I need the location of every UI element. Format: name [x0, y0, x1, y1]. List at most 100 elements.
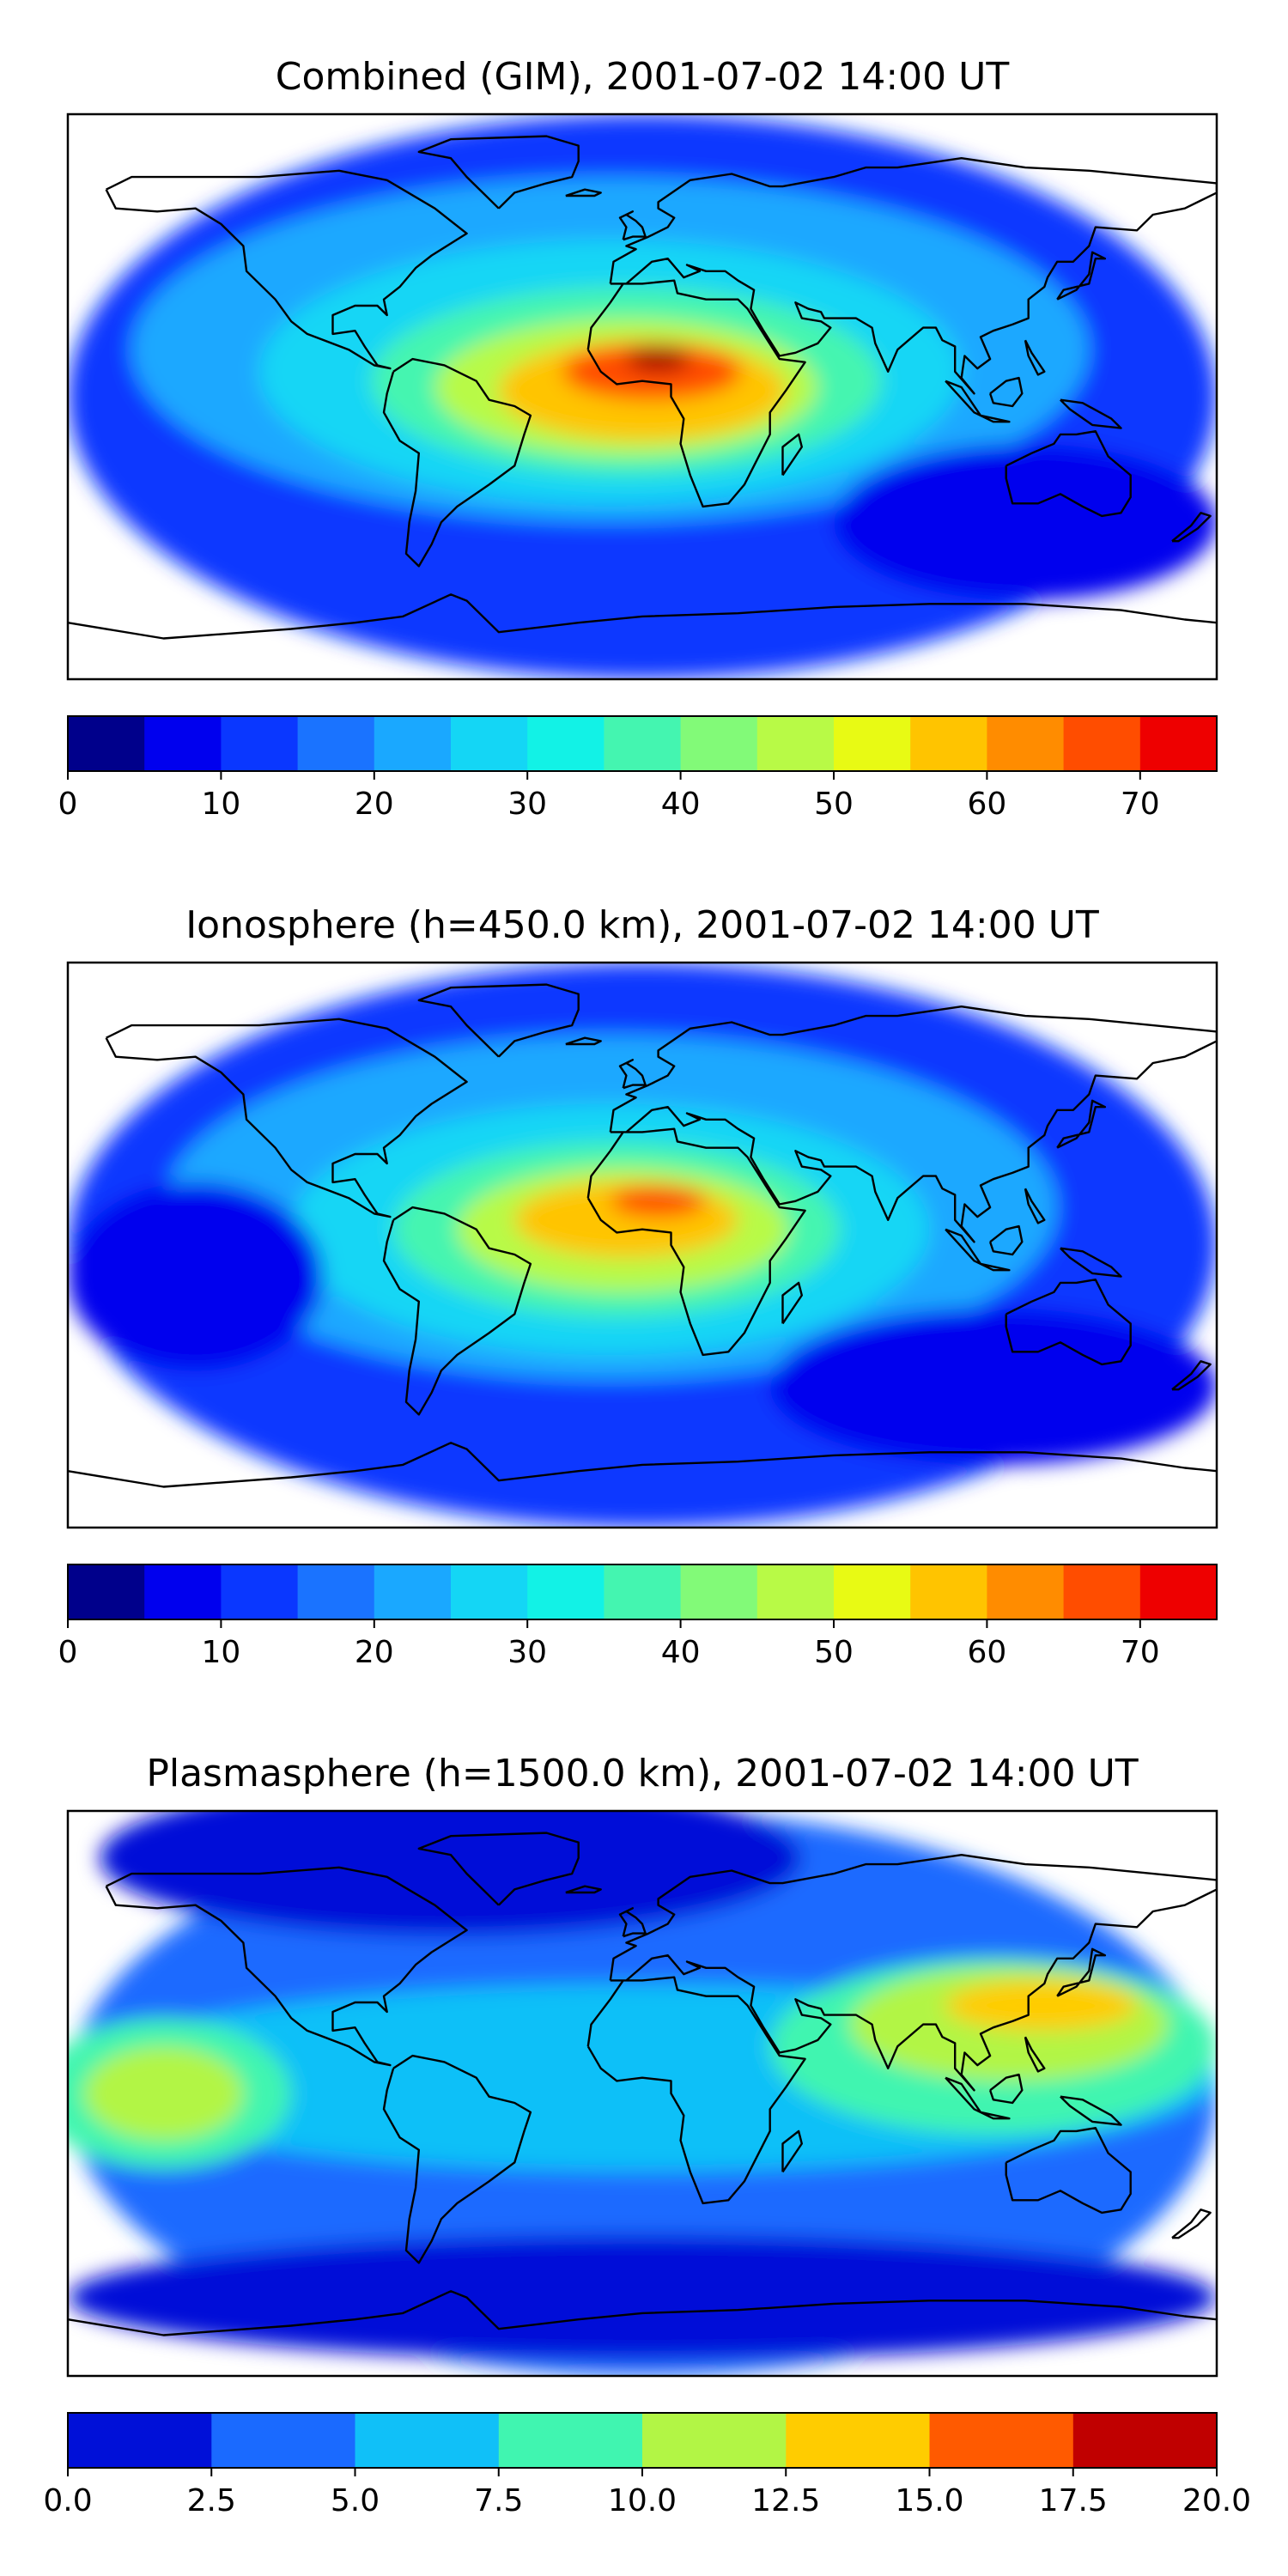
colorbar-swatch [221, 1564, 299, 1619]
colorbar-tick-label: 0.0 [43, 2483, 92, 2518]
colorbar-swatch [834, 716, 911, 771]
colorbar-swatch [987, 716, 1065, 771]
colorbar-swatch [756, 716, 835, 771]
tec-field [68, 114, 1217, 679]
coastline-path [68, 1832, 1217, 2336]
field-east-core [945, 1980, 1138, 2031]
colorbar-swatch [987, 1564, 1065, 1619]
coastline-path [68, 983, 1217, 1488]
colorbar-swatch [144, 1564, 222, 1619]
colorbar-swatch [211, 2413, 356, 2468]
colorbar-tick-label: 17.5 [1039, 2483, 1108, 2518]
colorbar-swatch [910, 716, 987, 771]
colorbar-swatch [527, 716, 605, 771]
panel-title: Plasmasphere (h=1500.0 km), 2001-07-02 1… [146, 1752, 1138, 1795]
colorbar-swatch [834, 1564, 911, 1619]
colorbar-swatch [498, 2413, 643, 2468]
colorbar-swatch [786, 2413, 931, 2468]
coastline-path [68, 135, 1217, 640]
map-area [68, 1811, 1217, 2376]
colorbar-swatch [297, 1564, 375, 1619]
colorbar-swatch [221, 716, 299, 771]
map-panel-plasmasphere: Plasmasphere (h=1500.0 km), 2001-07-02 1… [43, 1752, 1251, 2518]
field-peak-max [626, 346, 690, 372]
map-frame [66, 1809, 1218, 2378]
colorbar-tick-label: 50 [814, 787, 854, 822]
colorbar-swatch [1139, 716, 1218, 771]
colorbar-tick-label: 30 [507, 787, 547, 822]
tec-field [68, 1811, 1217, 2376]
colorbar-frame [67, 1564, 1218, 1620]
colorbar-swatch [1063, 1564, 1141, 1619]
coastlines [68, 135, 1217, 640]
colorbar-tick-label: 20 [355, 1635, 394, 1670]
colorbar-swatch [527, 1564, 605, 1619]
tec-field [68, 963, 1217, 1528]
colorbar-tick-label: 7.5 [474, 2483, 523, 2518]
colorbar-swatch [929, 2413, 1074, 2468]
colorbar-tick-label: 40 [661, 1635, 701, 1670]
colorbar-swatch [680, 1564, 758, 1619]
colorbar-tick-label: 2.5 [187, 2483, 236, 2518]
map-area [68, 114, 1217, 679]
colorbar-tick-label: 30 [507, 1635, 547, 1670]
panel-title: Combined (GIM), 2001-07-02 14:00 UT [276, 55, 1010, 99]
colorbar-swatch [756, 1564, 835, 1619]
field-peak-inner [562, 343, 742, 400]
field-peak-inner [610, 1185, 707, 1218]
colorbar-swatch [604, 716, 682, 771]
colorbar-tick-label: 60 [967, 1635, 1006, 1670]
field-south-low [68, 2234, 1217, 2360]
field-pacific-low [68, 1182, 324, 1371]
colorbar-tick-label: 12.5 [751, 2483, 820, 2518]
field-west-core [83, 2046, 244, 2141]
colorbar-swatch [374, 1564, 452, 1619]
colorbar-swatch [68, 1564, 145, 1619]
colorbar-tick-label: 20 [355, 787, 394, 822]
colorbar-tick-label: 10 [201, 787, 240, 822]
field-south-low [834, 443, 1217, 601]
coastlines [68, 1832, 1217, 2336]
colorbar-tick-label: 40 [661, 787, 701, 822]
panel-title: Ionosphere (h=450.0 km), 2001-07-02 14:0… [185, 903, 1099, 947]
colorbar-swatch [451, 716, 528, 771]
colorbar-tick-label: 15.0 [895, 2483, 963, 2518]
colorbar-tick-label: 5.0 [331, 2483, 380, 2518]
map-panel-combined: Combined (GIM), 2001-07-02 14:00 UT 0 10 2… [58, 55, 1218, 822]
colorbar-swatch [1063, 716, 1141, 771]
map-panel-ionosphere: Ionosphere (h=450.0 km), 2001-07-02 14:0… [58, 903, 1218, 1670]
colorbar-swatch [910, 1564, 987, 1619]
colorbar-tick-label: 10 [201, 1635, 240, 1670]
colorbar-swatch [144, 716, 222, 771]
field-south-low [769, 1308, 1217, 1465]
map-frame [66, 112, 1218, 681]
colorbar-frame [67, 715, 1218, 772]
colorbar-swatch [355, 2413, 500, 2468]
colorbar-tick-label: 20.0 [1182, 2483, 1251, 2518]
colorbar-tick-label: 60 [967, 787, 1006, 822]
colorbar-swatch [68, 2413, 212, 2468]
colorbar-tick-label: 10.0 [608, 2483, 677, 2518]
map-frame [66, 961, 1218, 1529]
colorbar: 0 10 20 30 40 50 60 70 [58, 715, 1218, 822]
colorbar-swatch [297, 716, 375, 771]
colorbar-tick-label: 70 [1121, 1635, 1160, 1670]
coastlines [68, 983, 1217, 1488]
colorbar-swatch [68, 716, 145, 771]
colorbar-tick-label: 0 [58, 1635, 78, 1670]
map-area [68, 963, 1217, 1528]
colorbar-swatch [1139, 1564, 1218, 1619]
field-north-low [100, 1811, 802, 1937]
colorbar-swatch [1072, 2413, 1218, 2468]
colorbar: 0 10 20 30 40 50 60 70 [58, 1564, 1218, 1670]
colorbar-tick-label: 50 [814, 1635, 854, 1670]
colorbar-tick-label: 0 [58, 787, 78, 822]
colorbar-swatch [680, 716, 758, 771]
colorbar-swatch [604, 1564, 682, 1619]
colorbar-swatch [374, 716, 452, 771]
colorbar-tick-label: 70 [1121, 787, 1160, 822]
colorbar-swatch [451, 1564, 528, 1619]
colorbar: 0.0 2.5 5.0 7.5 10.0 12.5 15.0 17.5 20.0 [43, 2412, 1251, 2518]
colorbar-swatch [642, 2413, 787, 2468]
